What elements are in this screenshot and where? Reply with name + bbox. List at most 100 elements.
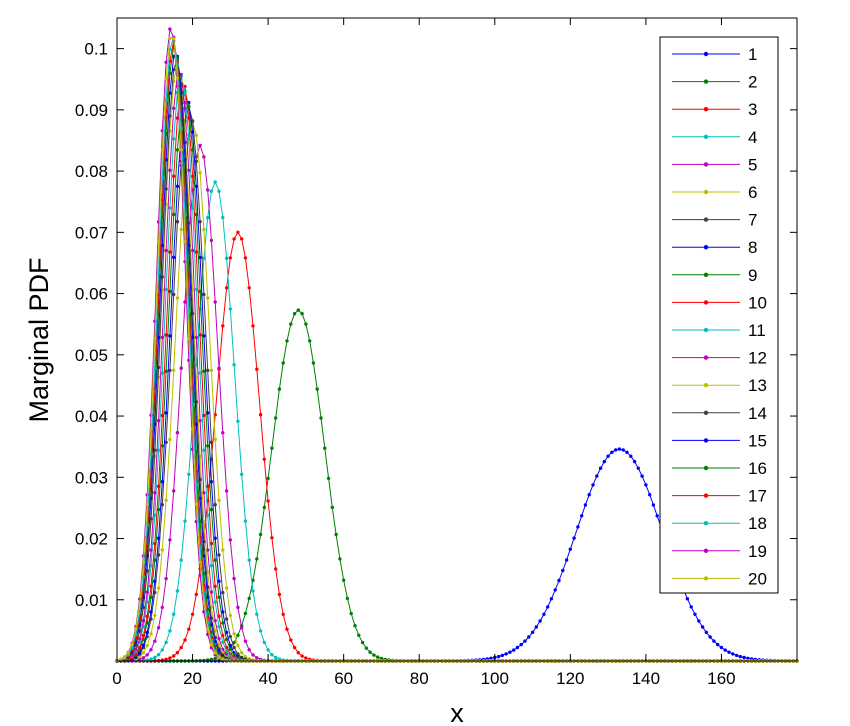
data-point	[304, 656, 308, 660]
data-point	[156, 507, 161, 512]
y-tick-label: 0.06	[75, 285, 108, 304]
legend-label: 1	[748, 45, 757, 64]
data-point	[126, 651, 130, 655]
legend-marker	[703, 410, 709, 415]
data-point	[292, 312, 297, 316]
data-point	[598, 466, 603, 470]
data-point	[221, 431, 225, 435]
data-point	[183, 300, 187, 304]
data-point	[240, 472, 244, 476]
data-point	[122, 655, 127, 659]
data-point	[156, 626, 161, 630]
data-point	[580, 514, 584, 518]
data-point	[515, 645, 520, 650]
data-point	[202, 448, 206, 452]
data-point	[621, 448, 625, 452]
legend-item: 14	[672, 404, 767, 423]
data-point	[134, 627, 138, 631]
data-point	[202, 491, 206, 495]
y-tick-label: 0.01	[75, 591, 108, 610]
data-point	[285, 627, 289, 631]
data-point	[206, 296, 210, 300]
y-tick-label: 0.02	[75, 530, 108, 549]
data-point	[206, 627, 210, 631]
data-point	[198, 171, 202, 175]
data-point	[202, 413, 206, 418]
data-point	[300, 654, 304, 658]
data-point	[168, 334, 172, 338]
data-point	[141, 560, 146, 564]
data-point	[168, 368, 172, 373]
data-point	[232, 645, 236, 650]
data-point	[156, 536, 161, 540]
x-tick-label: 140	[632, 669, 660, 688]
data-point	[644, 483, 648, 487]
legend-item: 6	[672, 183, 757, 202]
data-point	[138, 651, 142, 655]
data-point	[281, 612, 285, 616]
data-point	[213, 600, 217, 604]
data-point	[209, 440, 214, 444]
data-point	[198, 220, 202, 224]
data-point	[141, 656, 146, 660]
data-point	[224, 286, 229, 290]
legend-item: 1	[672, 45, 757, 64]
legend-marker	[703, 217, 709, 222]
data-point	[187, 472, 191, 476]
data-point	[700, 625, 705, 629]
data-point	[175, 148, 180, 152]
data-point	[353, 624, 357, 628]
data-point	[187, 168, 191, 172]
data-point	[489, 656, 493, 660]
x-tick-label: 0	[112, 669, 121, 688]
data-point	[179, 148, 183, 152]
data-point	[508, 650, 512, 654]
data-point	[236, 230, 240, 234]
data-point	[228, 647, 232, 652]
data-point	[213, 300, 217, 304]
data-point	[164, 333, 168, 337]
data-point	[145, 502, 149, 507]
data-point	[138, 600, 142, 605]
data-point	[564, 558, 569, 562]
data-point	[145, 630, 149, 635]
legend-item: 3	[672, 100, 757, 119]
data-point	[202, 600, 206, 605]
data-point	[145, 590, 149, 594]
data-point	[258, 629, 263, 633]
data-point	[247, 596, 251, 601]
data-point	[209, 238, 214, 243]
y-tick-label: 0.04	[75, 407, 108, 426]
data-point	[742, 655, 746, 660]
data-point	[190, 148, 195, 152]
legend-item: 20	[672, 569, 767, 588]
data-point	[160, 605, 164, 610]
data-point	[156, 448, 161, 452]
data-point	[183, 90, 187, 95]
data-point	[141, 643, 146, 647]
data-point	[156, 653, 161, 657]
legend-item: 16	[672, 459, 767, 478]
data-point	[206, 411, 210, 415]
legend-marker	[703, 493, 709, 498]
data-point	[568, 547, 572, 551]
data-point	[308, 339, 312, 343]
data-point	[228, 307, 232, 311]
x-tick-label: 40	[259, 669, 278, 688]
data-point	[156, 419, 161, 423]
data-point	[236, 605, 240, 610]
data-point	[221, 633, 225, 638]
data-point	[617, 447, 622, 451]
data-point	[209, 189, 214, 193]
data-point	[164, 440, 168, 444]
data-point	[546, 605, 550, 609]
data-point	[221, 324, 225, 328]
data-point	[168, 206, 172, 210]
data-point	[232, 363, 236, 367]
data-point	[138, 637, 142, 641]
data-point	[164, 411, 168, 415]
data-point	[156, 586, 161, 590]
data-point	[217, 366, 221, 370]
data-point	[187, 627, 191, 631]
